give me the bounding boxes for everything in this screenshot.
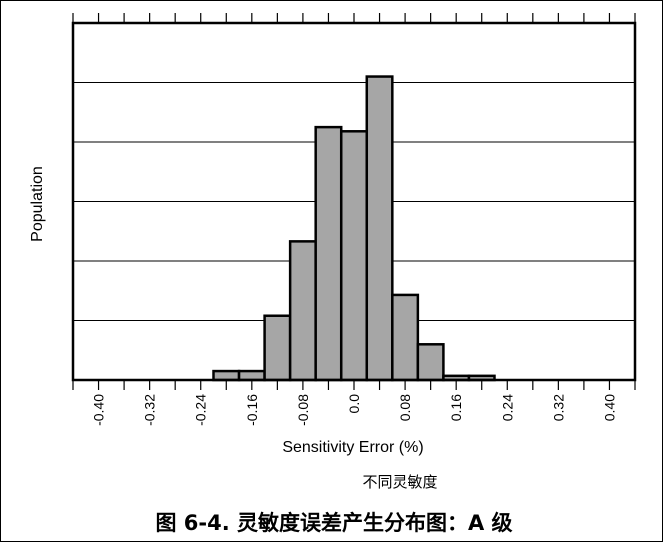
x-tick-label: -0.24 <box>193 394 209 426</box>
histogram-bar <box>416 343 445 382</box>
x-tick-label: 0.24 <box>499 394 515 421</box>
histogram-bar <box>339 130 369 382</box>
histogram-bar <box>365 75 394 382</box>
histogram-bar <box>212 369 241 382</box>
histogram-chart: -0.40 -0.32 -0.24 -0.16 -0.08 0.0 0.08 0.16 0.24… <box>71 13 637 426</box>
histogram-bar <box>314 125 343 382</box>
x-tick-label: 0.16 <box>448 394 464 421</box>
y-axis-label: Population <box>29 166 46 242</box>
x-tick-label: 0.08 <box>397 394 413 421</box>
histogram-bar <box>237 369 266 382</box>
histogram-bar <box>391 293 420 382</box>
x-tick-label: 0.32 <box>550 394 566 421</box>
x-tick-label: -0.40 <box>91 394 107 426</box>
histogram-bar <box>263 314 292 382</box>
histogram-bar <box>288 240 317 382</box>
x-axis-label: Sensitivity Error (%) <box>282 439 424 456</box>
x-tick-label: -0.32 <box>142 394 158 426</box>
figure-caption: 图 6-4. 灵敏度误差产生分布图：A 级 <box>155 511 513 535</box>
x-tick-label: 0.40 <box>601 394 617 421</box>
chart-annotation: 不同灵敏度 <box>362 473 438 491</box>
x-tick-label: 0.0 <box>346 394 362 414</box>
x-tick-label: -0.08 <box>295 394 311 426</box>
x-tick-label: -0.16 <box>244 394 260 426</box>
